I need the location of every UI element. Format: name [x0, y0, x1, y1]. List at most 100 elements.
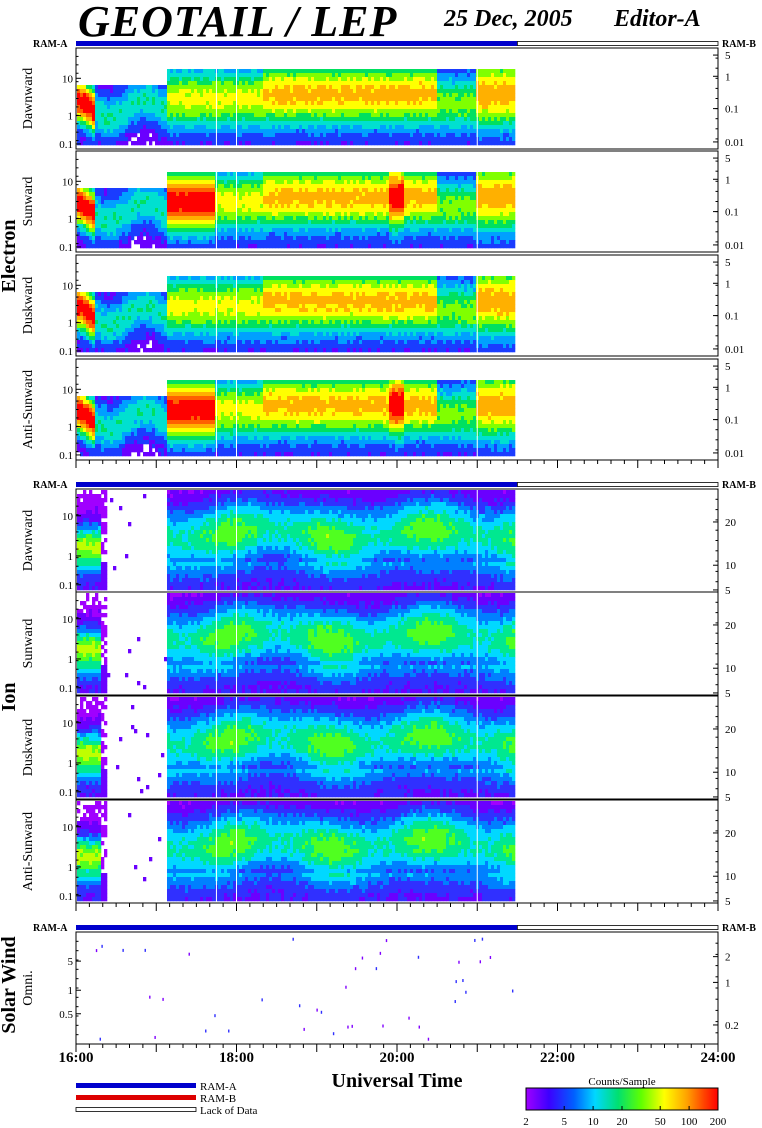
ram-label-left: RAM-A — [33, 923, 68, 934]
right-tick-label: 2 — [725, 952, 731, 964]
scatter-point — [489, 955, 492, 959]
panel-name: Omni. — [21, 970, 36, 1005]
left-tick-label: 10 — [62, 718, 74, 730]
colorbar-tick-label: 5 — [561, 1116, 567, 1128]
colorbar-tick-label: 50 — [655, 1116, 667, 1128]
right-tick-label: 5 — [725, 153, 731, 165]
left-tick-label: 0.1 — [59, 891, 73, 903]
plot-date: 25 Dec, 2005 — [444, 6, 573, 33]
scatter-point — [375, 967, 378, 971]
left-tick-label: 0.1 — [59, 346, 73, 358]
scatter-point — [188, 952, 190, 956]
scatter-point — [228, 1029, 230, 1033]
left-tick-label: 1 — [68, 422, 74, 434]
heatmap-cells — [77, 593, 516, 694]
left-tick-label: 0.5 — [59, 1009, 73, 1021]
mode-bar-ram-a — [76, 482, 518, 487]
scatter-point — [385, 939, 388, 943]
scatter-point — [354, 967, 357, 971]
panel-frame — [75, 931, 719, 1045]
mode-bar-ram-a — [76, 41, 518, 46]
right-tick-label: 1 — [725, 278, 731, 290]
right-tick-label: 0.2 — [725, 1020, 739, 1032]
colorbar-tick-label: 20 — [617, 1116, 629, 1128]
left-tick-label: 0.1 — [59, 787, 73, 799]
legend-label: Lack of Data — [200, 1105, 258, 1117]
left-tick-label: 0.1 — [59, 683, 73, 695]
left-tick-label: 1 — [68, 654, 74, 666]
scatter-point — [298, 1004, 301, 1008]
scatter-points — [95, 937, 514, 1041]
left-tick-label: 10 — [62, 614, 74, 626]
left-tick-label: 10 — [62, 511, 74, 523]
right-tick-label: 0.01 — [725, 448, 744, 460]
scatter-point — [481, 937, 484, 941]
left-tick-label: 1 — [68, 985, 74, 997]
panel-name: Sunward — [21, 177, 36, 227]
scatter-point — [417, 955, 420, 959]
panel-dawnward: 10 1 0.1 5 1 0.1 0.01 Dawnward — [21, 47, 744, 151]
left-tick-label: 10 — [62, 384, 74, 396]
right-tick-label: 1 — [725, 977, 731, 989]
page-title: GEOTAIL / LEP — [78, 0, 397, 47]
right-tick-label: 5 — [725, 585, 731, 597]
legend-swatch — [76, 1095, 196, 1100]
ram-label-right: RAM-B — [722, 480, 756, 491]
heatmap-cells — [77, 490, 516, 591]
scatter-point — [332, 1032, 335, 1036]
scatter-point — [479, 960, 482, 964]
right-tick-label: 1 — [725, 71, 731, 83]
scatter-point — [418, 1025, 420, 1029]
right-tick-label: 0.1 — [725, 207, 739, 219]
scatter-point — [162, 997, 164, 1001]
heatmap-cells — [77, 152, 516, 251]
left-tick-label: 10 — [62, 280, 74, 292]
right-tick-label: 5 — [725, 792, 731, 804]
right-tick-label: 10 — [725, 560, 737, 572]
panel-name: Duskward — [21, 719, 36, 777]
panel-duskward: 10 1 0.1 5 1 0.1 0.01 Duskward — [21, 254, 744, 358]
left-tick-label: 1 — [68, 758, 74, 770]
scatter-point — [462, 979, 464, 983]
panel-name: Anti-Sunward — [21, 812, 36, 891]
group-label: Ion — [0, 683, 20, 712]
right-tick-label: 0.01 — [725, 137, 744, 149]
x-tick-label: 22:00 — [540, 1050, 575, 1066]
colorbar-tick-label: 10 — [588, 1116, 600, 1128]
left-tick-label: 1 — [68, 862, 74, 874]
right-tick-label: 10 — [725, 871, 737, 883]
right-tick-label: 5 — [725, 896, 731, 908]
legend-swatch — [75, 1107, 197, 1112]
panel-sunward: 10 1 0.1 20 10 5 Sunward — [21, 591, 737, 700]
heatmap-cells — [77, 360, 516, 459]
left-tick-label: 0.1 — [59, 139, 73, 151]
scatter-point — [454, 1000, 456, 1004]
right-tick-label: 1 — [725, 382, 731, 394]
left-tick-label: 10 — [62, 73, 74, 85]
right-tick-label: 0.1 — [725, 311, 739, 323]
mode-bar-ram-a — [76, 925, 518, 930]
scatter-point — [303, 1027, 305, 1031]
left-tick-label: 1 — [68, 111, 74, 123]
right-tick-label: 0.01 — [725, 240, 744, 252]
x-tick-label: 24:00 — [701, 1050, 736, 1066]
scatter-point — [316, 1008, 318, 1012]
colorbar-tick-label: 200 — [710, 1116, 727, 1128]
left-tick-label: 0.1 — [59, 242, 73, 254]
scatter-point — [379, 951, 382, 955]
panel-name: Anti-Sunward — [21, 370, 36, 449]
legend-label: RAM-B — [200, 1093, 236, 1105]
ram-label-right: RAM-B — [722, 923, 756, 934]
heatmap-cells — [77, 49, 516, 148]
right-tick-label: 20 — [725, 828, 737, 840]
left-tick-label: 10 — [62, 176, 74, 188]
right-tick-label: 20 — [725, 620, 737, 632]
x-tick-label: 16:00 — [59, 1050, 94, 1066]
panel-anti-sunward: 10 1 0.1 5 1 0.1 0.01 Anti-Sunward — [21, 358, 744, 462]
right-tick-label: 20 — [725, 724, 737, 736]
group-label: Solar Wind — [0, 936, 20, 1033]
right-tick-label: 0.1 — [725, 415, 739, 427]
right-tick-label: 20 — [725, 517, 737, 529]
scatter-point — [205, 1029, 207, 1033]
left-tick-label: 0.1 — [59, 580, 73, 592]
